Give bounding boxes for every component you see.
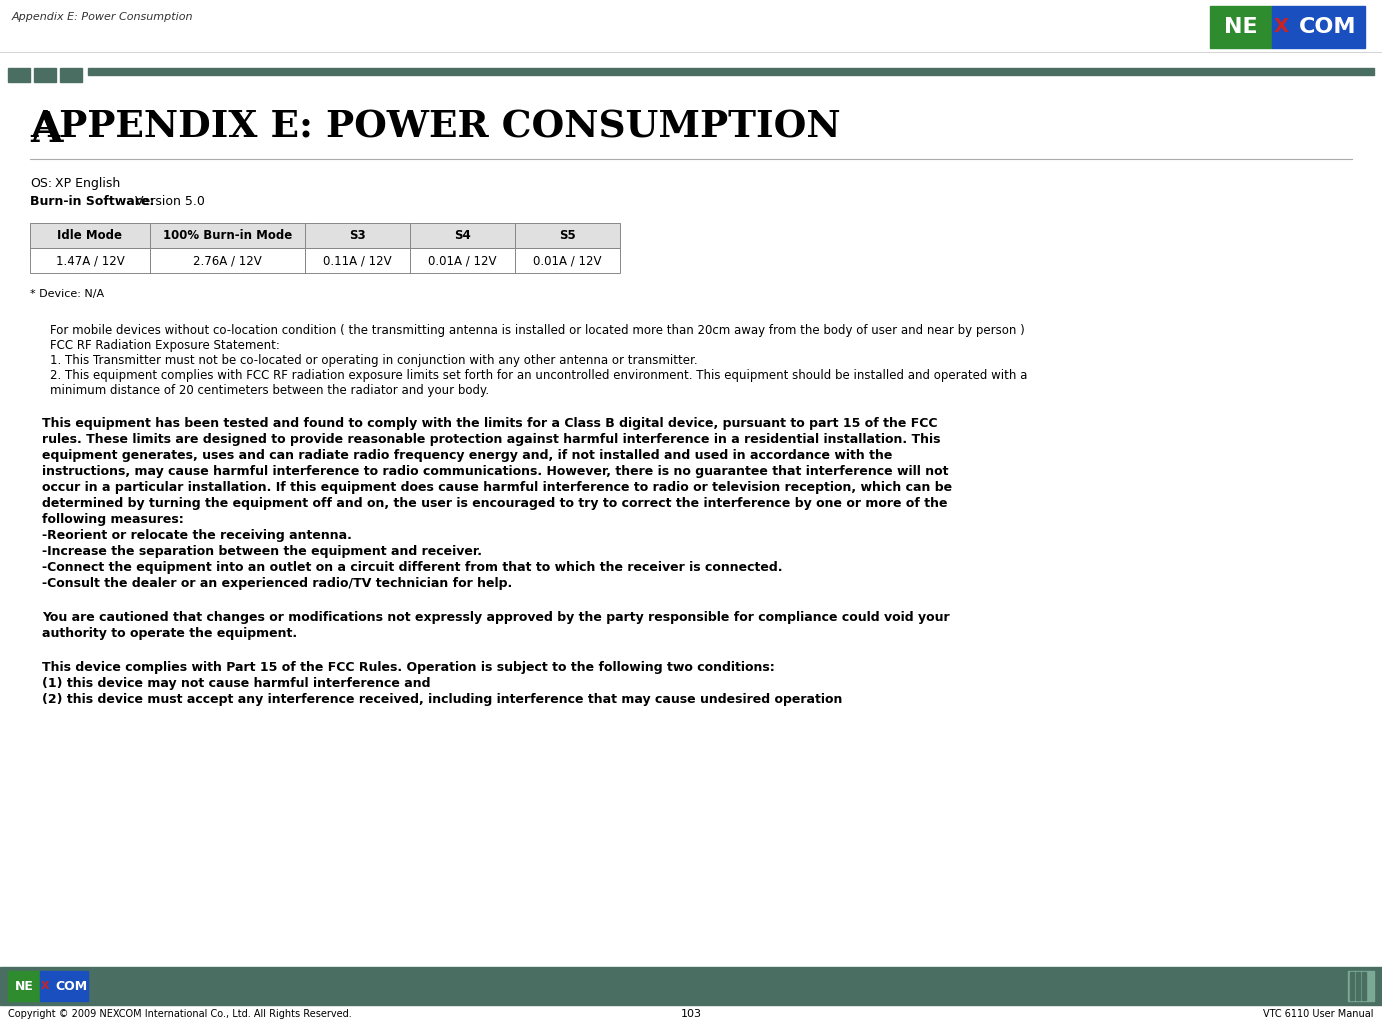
Text: Appendix E: Power Consumption: Appendix E: Power Consumption [12,12,193,23]
Bar [1356,972,1360,1000]
Bar [1363,972,1365,1000]
Bar [410,248,515,273]
Text: A: A [30,109,62,151]
Text: authority to operate the equipment.: authority to operate the equipment. [41,627,297,640]
Bar [305,223,410,248]
Text: rules. These limits are designed to provide reasonable protection against harmfu: rules. These limits are designed to prov… [41,433,941,446]
Text: 2.76A / 12V: 2.76A / 12V [193,254,261,267]
Text: minimum distance of 20 centimeters between the radiator and your body.: minimum distance of 20 centimeters betwe… [50,384,489,397]
Text: 1.47A / 12V: 1.47A / 12V [55,254,124,267]
Text: (1) this device may not cause harmful interference and: (1) this device may not cause harmful in… [41,677,431,690]
Bar [410,223,515,248]
Bar [8,68,30,82]
Bar [515,248,621,273]
Text: S4: S4 [455,229,471,242]
Bar [35,68,57,82]
Text: S3: S3 [350,229,366,242]
Bar [40,971,88,1000]
Bar [305,223,410,248]
Bar [59,68,82,82]
Bar [151,223,305,248]
Text: COM: COM [55,979,87,992]
Bar [305,248,410,273]
Text: equipment generates, uses and can radiate radio frequency energy and, if not ins: equipment generates, uses and can radiat… [41,449,893,462]
Bar [305,248,410,273]
Bar [1271,6,1365,48]
Bar [515,223,621,248]
Text: You are cautioned that changes or modifications not expressly approved by the pa: You are cautioned that changes or modifi… [41,611,949,624]
Text: following measures:: following measures: [41,513,184,526]
Text: S5: S5 [560,229,576,242]
Text: -Consult the dealer or an experienced radio/TV technician for help.: -Consult the dealer or an experienced ra… [41,577,513,590]
Text: -Reorient or relocate the receiving antenna.: -Reorient or relocate the receiving ante… [41,529,352,542]
Text: APPENDIX E: POWER CONSUMPTION: APPENDIX E: POWER CONSUMPTION [30,109,840,146]
Text: Version 5.0: Version 5.0 [135,195,205,208]
Bar [88,68,1374,75]
Text: 0.11A / 12V: 0.11A / 12V [323,254,392,267]
Text: Idle Mode: Idle Mode [58,229,123,242]
Text: instructions, may cause harmful interference to radio communications. However, t: instructions, may cause harmful interfer… [41,465,948,478]
Bar [30,223,151,248]
Text: OS:: OS: [30,177,53,190]
Text: VTC 6110 User Manual: VTC 6110 User Manual [1263,1009,1374,1019]
Text: -Connect the equipment into an outlet on a circuit different from that to which : -Connect the equipment into an outlet on… [41,561,782,574]
Bar [1350,972,1354,1000]
Text: NE: NE [1224,17,1258,37]
Text: 0.01A / 12V: 0.01A / 12V [428,254,496,267]
Text: For mobile devices without co-location condition ( the transmitting antenna is i: For mobile devices without co-location c… [50,324,1024,337]
Bar [30,223,151,248]
Text: * Device: N/A: * Device: N/A [30,290,104,299]
Bar [151,248,305,273]
Bar [410,223,515,248]
Bar [1211,6,1271,48]
Bar [8,971,40,1000]
Text: FCC RF Radiation Exposure Statement:: FCC RF Radiation Exposure Statement: [50,339,281,352]
Text: determined by turning the equipment off and on, the user is encouraged to try to: determined by turning the equipment off … [41,497,948,510]
Bar [30,248,151,273]
Text: NE: NE [15,979,33,992]
Text: 2. This equipment complies with FCC RF radiation exposure limits set forth for a: 2. This equipment complies with FCC RF r… [50,369,1027,382]
Bar [151,223,305,248]
Text: COM: COM [1299,17,1357,37]
Bar [1347,971,1374,1000]
Text: This device complies with Part 15 of the FCC Rules. Operation is subject to the : This device complies with Part 15 of the… [41,661,775,674]
Bar [151,248,305,273]
Bar [0,967,1382,1005]
Text: Copyright © 2009 NEXCOM International Co., Ltd. All Rights Reserved.: Copyright © 2009 NEXCOM International Co… [8,1009,352,1019]
Text: Burn-in Software:: Burn-in Software: [30,195,155,208]
Bar [30,248,151,273]
Text: -Increase the separation between the equipment and receiver.: -Increase the separation between the equ… [41,545,482,558]
Text: 0.01A / 12V: 0.01A / 12V [533,254,601,267]
Text: 1. This Transmitter must not be co-located or operating in conjunction with any : 1. This Transmitter must not be co-locat… [50,354,698,367]
Text: (2) this device must accept any interference received, including interference th: (2) this device must accept any interfer… [41,693,843,706]
Text: This equipment has been tested and found to comply with the limits for a Class B: This equipment has been tested and found… [41,417,937,430]
Bar [410,248,515,273]
Text: X: X [1274,17,1289,37]
Bar [515,248,621,273]
Text: X: X [41,981,50,991]
Text: 103: 103 [680,1009,702,1019]
Bar [515,223,621,248]
Text: XP English: XP English [55,177,120,190]
Text: 100% Burn-in Mode: 100% Burn-in Mode [163,229,292,242]
Text: occur in a particular installation. If this equipment does cause harmful interfe: occur in a particular installation. If t… [41,481,952,494]
